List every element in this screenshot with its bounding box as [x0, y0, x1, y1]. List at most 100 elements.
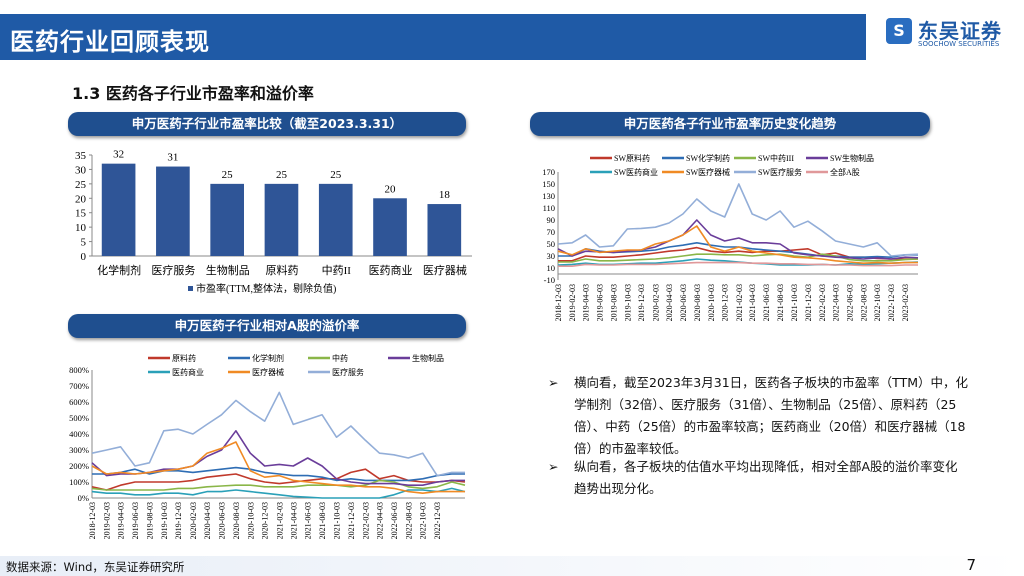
y-tick-label: 15 — [75, 208, 87, 220]
legend-label: 生物制品 — [412, 353, 444, 363]
y-tick-label: 30 — [75, 164, 87, 176]
x-tick-label: 2020-02-03 — [189, 502, 198, 539]
series-line — [91, 441, 465, 494]
x-tick-label: 2022-12-03 — [887, 284, 896, 321]
x-tick-label: 2020-12-03 — [721, 284, 730, 321]
legend-label: SW化学制药 — [686, 153, 730, 163]
y-tick-label: 10 — [75, 222, 87, 234]
x-tick-label: 2021-12-03 — [804, 284, 813, 321]
legend-label: SW医疗器械 — [686, 167, 730, 177]
x-tick-label: 2020-06-03 — [679, 284, 688, 321]
x-tick-label: 2019-06-03 — [595, 284, 604, 321]
x-tick-label: 化学制剂 — [97, 263, 141, 277]
x-tick-label: 2019-04-03 — [582, 284, 591, 321]
x-tick-label: 2020-10-03 — [707, 284, 716, 321]
x-tick-label: 2022-04-03 — [831, 284, 840, 321]
bar-value-label: 25 — [276, 169, 288, 181]
x-tick-label: 2021-12-03 — [347, 502, 356, 539]
x-tick-label: 2020-08-03 — [232, 502, 241, 539]
y-tick-label: 200% — [69, 461, 89, 471]
x-tick-label: 2021-04-03 — [289, 502, 298, 539]
x-tick-label: 2019-06-03 — [131, 502, 140, 539]
x-tick-label: 2019-10-03 — [160, 502, 169, 539]
bar — [210, 183, 244, 256]
x-tick-label: 2019-08-03 — [145, 502, 154, 539]
bar — [373, 198, 407, 256]
logo-subtext: SOOCHOW SECURITIES — [918, 40, 1000, 48]
x-tick-label: 2018-12-03 — [554, 284, 563, 321]
x-tick-label: 2020-02-03 — [651, 284, 660, 321]
y-tick-label: 700% — [69, 381, 89, 391]
x-tick-label: 2022-12-03 — [433, 502, 442, 539]
x-tick-label: 2022-02-03 — [818, 284, 827, 321]
arrow-bullet-icon: ➢ — [548, 375, 559, 390]
x-tick-label: 2018-12-03 — [88, 502, 97, 539]
x-tick-label: 2021-10-03 — [790, 284, 799, 321]
bar-chart-title: 申万医药子行业市盈率比较（截至2023.3.31） — [68, 112, 466, 136]
y-tick-label: 90 — [547, 215, 556, 225]
x-tick-label: 2021-02-03 — [735, 284, 744, 321]
x-tick-label: 2020-04-03 — [665, 284, 674, 321]
x-tick-label: 2020-08-03 — [693, 284, 702, 321]
y-tick-label: 0% — [78, 493, 89, 503]
y-tick-label: 400% — [69, 429, 89, 439]
legend-label: SW生物制品 — [830, 153, 874, 163]
legend-label: SW原料药 — [614, 153, 650, 163]
data-source: 数据来源：Wind，东吴证券研究所 — [6, 560, 185, 574]
x-tick-label: 2022-02-03 — [362, 502, 371, 539]
y-tick-label: 70 — [547, 227, 556, 237]
premium-chart-title: 申万医药子行业相对A股的溢价率 — [68, 314, 466, 338]
section-title: 1.3 医药各子行业市盈率和溢价率 — [72, 84, 314, 103]
series-line — [558, 261, 918, 267]
legend-label: 全部A股 — [830, 167, 860, 177]
bar — [427, 204, 462, 256]
x-tick-label: 2022-04-03 — [375, 502, 384, 539]
y-tick-label: -10 — [544, 275, 555, 285]
legend-label: SW医疗服务 — [758, 167, 802, 177]
x-tick-label: 2020-12-03 — [261, 502, 270, 539]
pe-chart-title: 申万医药各子行业市盈率历史变化趋势 — [530, 112, 930, 136]
x-tick-label: 2023-02-03 — [901, 284, 910, 321]
x-tick-label: 2022-08-03 — [404, 502, 413, 539]
bar — [156, 166, 190, 256]
legend-swatch — [188, 286, 193, 291]
y-tick-label: 50 — [547, 239, 556, 249]
x-tick-label: 2020-04-03 — [203, 502, 212, 539]
x-tick-label: 2019-02-03 — [103, 502, 112, 539]
x-tick-label: 2021-08-03 — [776, 284, 785, 321]
pe-line-chart: -10 10 30 50 70 90 110 130 150 170 2018-12-03 2019-… — [542, 153, 919, 321]
y-tick-label: 30 — [547, 251, 556, 261]
x-tick-label: 2021-08-03 — [318, 502, 327, 539]
legend-label: 原料药 — [172, 353, 196, 363]
legend-label: 医疗器械 — [252, 367, 284, 377]
y-tick-label: 25 — [75, 179, 87, 191]
premium-line-chart: 0% 100% 200% 300% 400% 500% 600% 700% 800% 2018-1… — [69, 353, 466, 539]
bullet-text: 纵向看，各子板块的估值水平均出现降低，相对全部A股的溢价率变化趋势出现分化。 — [574, 459, 958, 496]
bullet-1: ➢ 横向看，截至2023年3月31日，医药各子板块的市盈率（TTM）中，化学制剂（… — [548, 372, 968, 460]
x-tick-label: 2019-10-03 — [623, 284, 632, 321]
bar-value-label: 18 — [439, 189, 451, 201]
series-line — [91, 487, 466, 499]
series-line — [558, 253, 919, 263]
bar — [101, 163, 136, 256]
arrow-bullet-icon: ➢ — [548, 459, 559, 474]
legend-label: 市盈率(TTM,整体法，剔除负值) — [196, 282, 336, 295]
x-tick-label: 2019-04-03 — [117, 502, 126, 539]
x-tick-label: 2021-06-03 — [304, 502, 313, 539]
bar-value-label: 25 — [330, 169, 342, 181]
bar — [264, 183, 299, 256]
y-tick-label: 150 — [542, 179, 555, 189]
legend-label: SW医药商业 — [614, 167, 658, 177]
x-tick-label: 2022-06-03 — [390, 502, 399, 539]
legend-label: 化学制剂 — [252, 353, 284, 363]
legend-label: 医药商业 — [172, 367, 204, 377]
legend-label: SW中药III — [758, 153, 794, 163]
bar-value-label: 31 — [167, 152, 178, 164]
bar-chart: 0 5 10 15 20 25 30 35 32 化学制剂 31 医疗服务 25 生物制品 25 原料药 25 中… — [75, 149, 472, 295]
x-tick-label: 医药商业 — [369, 263, 413, 277]
series-line — [91, 391, 465, 477]
x-tick-label: 中药II — [322, 264, 352, 277]
bullet-2: ➢ 纵向看，各子板块的估值水平均出现降低，相对全部A股的溢价率变化趋势出现分化。 — [548, 456, 968, 500]
y-tick-label: 20 — [75, 193, 87, 205]
y-tick-label: 170 — [542, 167, 555, 177]
